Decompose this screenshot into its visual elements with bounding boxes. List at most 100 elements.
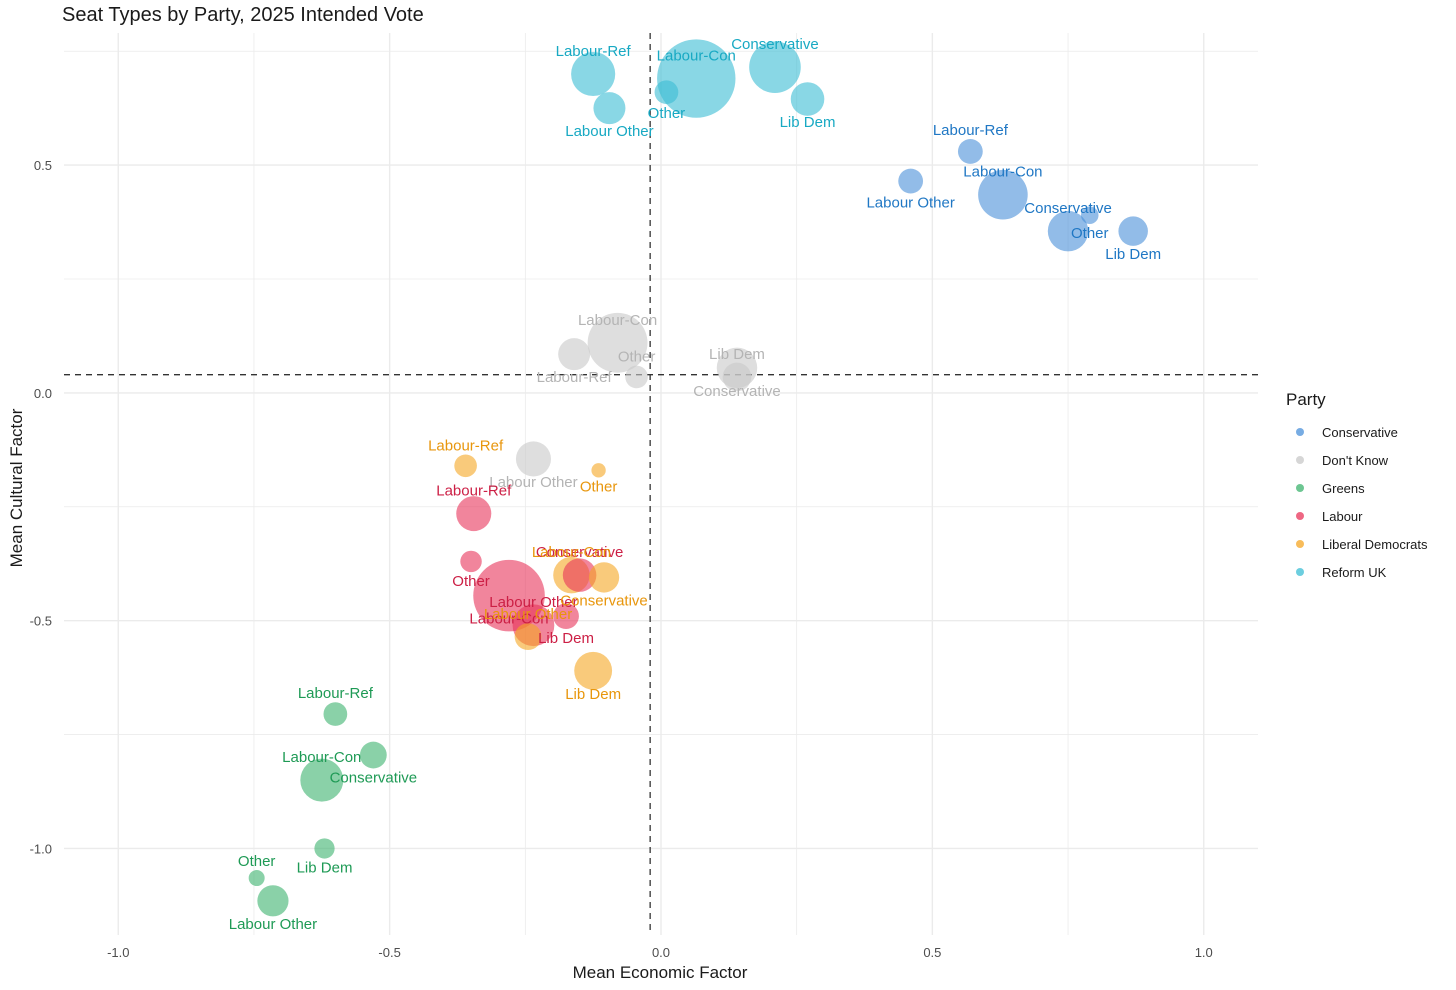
point-reform-uk-labour-other <box>593 92 626 125</box>
point-don-t-know-labour-ref <box>558 338 591 371</box>
point-conservative-labour-con <box>978 169 1028 220</box>
label-labour-conservative: Conservative <box>536 544 624 561</box>
label-greens-conservative: Conservative <box>330 769 418 786</box>
label-labour-lib-dem: Lib Dem <box>538 630 594 647</box>
reference-lines <box>64 33 1258 935</box>
chart-title: Seat Types by Party, 2025 Intended Vote <box>62 4 424 26</box>
point-conservative-labour-ref <box>957 139 983 164</box>
point-liberal-democrats-labour-other <box>514 623 542 650</box>
x-tick-label: -1.0 <box>107 945 129 960</box>
label-don-t-know-other: Other <box>618 349 656 366</box>
label-greens-lib-dem: Lib Dem <box>297 860 353 877</box>
legend-label: Greens <box>1322 480 1365 496</box>
legend-label: Conservative <box>1322 424 1398 440</box>
point-greens-conservative <box>359 741 387 769</box>
x-axis-title: Mean Economic Factor <box>573 963 748 982</box>
legend-item-greens: Greens <box>1286 474 1428 502</box>
label-reform-uk-labour-other: Labour Other <box>565 123 653 140</box>
point-labour-lib-dem <box>553 603 579 630</box>
point-reform-uk-conservative <box>749 41 801 93</box>
label-reform-uk-labour-con: Labour-Con <box>657 48 736 65</box>
label-liberal-democrats-labour-con: Labour-Con <box>532 544 611 561</box>
label-don-t-know-labour-con: Labour-Con <box>578 312 657 329</box>
point-greens-lib-dem <box>314 838 335 859</box>
label-conservative-labour-ref: Labour-Ref <box>933 122 1009 139</box>
label-liberal-democrats-labour-other: Labour Other <box>484 606 572 623</box>
legend-item-conservative: Conservative <box>1286 418 1428 446</box>
y-tick-label: -1.0 <box>30 841 52 856</box>
label-labour-other: Other <box>452 573 490 590</box>
point-greens-other <box>248 870 265 887</box>
point-conservative-lib-dem <box>1118 216 1148 246</box>
label-conservative-other: Other <box>1071 225 1109 242</box>
grid <box>64 33 1258 935</box>
label-greens-labour-con: Labour-Con <box>282 749 361 766</box>
y-tick-label: -0.5 <box>30 614 52 629</box>
y-tick-label: 0.5 <box>34 158 52 173</box>
point-don-t-know-labour-other <box>515 441 551 477</box>
point-conservative-conservative <box>1047 210 1089 252</box>
point-don-t-know-labour-con <box>587 312 648 373</box>
label-liberal-democrats-lib-dem: Lib Dem <box>565 686 621 703</box>
point-greens-labour-ref <box>323 702 348 726</box>
legend-key-icon <box>1296 484 1304 492</box>
label-liberal-democrats-other: Other <box>580 478 618 495</box>
label-liberal-democrats-labour-ref: Labour-Ref <box>428 437 504 454</box>
x-axis-ticks: -1.0 -0.5 0.0 0.5 1.0 <box>107 945 1213 960</box>
label-conservative-labour-con: Labour-Con <box>963 164 1042 181</box>
label-don-t-know-labour-ref: Labour-Ref <box>537 369 613 386</box>
legend-label: Labour <box>1322 508 1363 524</box>
point-don-t-know-other <box>625 365 648 389</box>
legend: Party Conservative Don't Know Greens Labour… <box>1286 390 1428 586</box>
label-conservative-conservative: Conservative <box>1024 200 1112 217</box>
legend-label: Reform UK <box>1322 564 1387 580</box>
point-conservative-labour-other <box>898 168 924 194</box>
y-axis-title: Mean Cultural Factor <box>7 408 26 567</box>
legend-label: Liberal Democrats <box>1322 536 1428 552</box>
x-tick-label: 1.0 <box>1195 945 1213 960</box>
point-greens-labour-other <box>257 885 289 917</box>
label-don-t-know-lib-dem: Lib Dem <box>709 346 765 363</box>
point-don-t-know-lib-dem <box>722 362 752 392</box>
point-liberal-democrats-other <box>591 463 606 478</box>
label-labour-labour-ref: Labour-Ref <box>436 483 512 500</box>
legend-item-don-t-know: Don't Know <box>1286 446 1428 474</box>
point-labour-other <box>460 550 482 573</box>
label-liberal-democrats-conservative: Conservative <box>560 592 648 609</box>
label-conservative-labour-other: Labour Other <box>866 194 954 211</box>
y-tick-label: 0.0 <box>34 386 52 401</box>
label-labour-labour-con: Labour-Con <box>469 611 548 628</box>
legend-item-liberal-democrats: Liberal Democrats <box>1286 530 1428 558</box>
point-labour-labour-ref <box>456 496 492 532</box>
point-liberal-democrats-labour-ref <box>454 454 477 478</box>
point-liberal-democrats-conservative <box>588 562 620 593</box>
label-greens-labour-other: Labour Other <box>229 916 317 933</box>
point-greens-labour-con <box>300 758 344 802</box>
legend-item-reform-uk: Reform UK <box>1286 558 1428 586</box>
label-greens-labour-ref: Labour-Ref <box>298 685 374 702</box>
legend-key-icon <box>1296 540 1304 548</box>
point-reform-uk-labour-ref <box>571 51 616 97</box>
x-tick-label: 0.5 <box>923 945 941 960</box>
y-axis-ticks: -1.0 -0.5 0.0 0.5 <box>30 158 52 856</box>
point-liberal-democrats-lib-dem <box>574 651 613 690</box>
data-points <box>248 39 1148 917</box>
legend-key-icon <box>1296 512 1304 520</box>
legend-items: Conservative Don't Know Greens Labour Libera… <box>1286 418 1428 586</box>
label-labour-labour-other: Labour Other <box>489 594 577 611</box>
point-conservative-other <box>1080 206 1099 224</box>
legend-item-labour: Labour <box>1286 502 1428 530</box>
legend-key-icon <box>1296 568 1304 576</box>
label-reform-uk-other: Other <box>648 105 686 122</box>
legend-label: Don't Know <box>1322 452 1389 468</box>
label-greens-other: Other <box>238 853 276 870</box>
label-don-t-know-conservative: Conservative <box>693 383 781 400</box>
point-reform-uk-lib-dem <box>790 82 825 116</box>
label-reform-uk-conservative: Conservative <box>731 36 819 53</box>
label-reform-uk-lib-dem: Lib Dem <box>780 114 836 131</box>
point-labour-conservative <box>562 558 597 592</box>
label-conservative-lib-dem: Lib Dem <box>1105 246 1161 263</box>
x-tick-label: -0.5 <box>378 945 400 960</box>
